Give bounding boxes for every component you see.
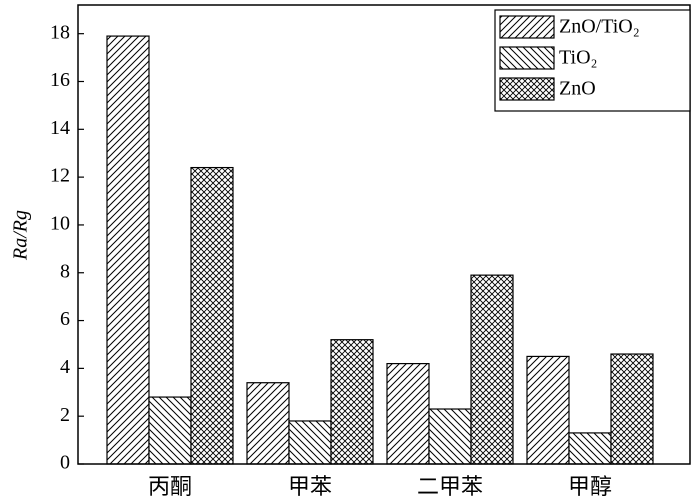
y-tick-label: 12 [50, 165, 70, 187]
bar [246, 382, 290, 465]
x-tick-label: 甲醇 [568, 475, 612, 500]
legend-swatch [499, 15, 555, 39]
legend-label: TiO₂ [559, 47, 598, 69]
y-tick-label: 4 [60, 356, 70, 378]
legend-label: ZnO [559, 78, 596, 100]
bar [610, 353, 654, 465]
bar [386, 362, 430, 465]
y-tick-label: 6 [60, 308, 70, 330]
x-tick-label: 丙酮 [148, 475, 192, 500]
bar [470, 274, 514, 465]
y-tick-label: 18 [50, 21, 70, 43]
plot-frame [77, 4, 691, 465]
bar [148, 396, 192, 465]
bar [568, 432, 612, 465]
bar [288, 420, 332, 465]
bar [330, 339, 374, 465]
legend-label: ZnO/TiO₂ [559, 16, 640, 38]
y-tick-label: 16 [50, 69, 70, 91]
y-tick-label: 2 [60, 404, 70, 426]
y-tick-label: 14 [50, 117, 70, 139]
bar [190, 166, 234, 465]
y-tick-label: 10 [50, 213, 70, 235]
y-axis-label: Ra/Rg [10, 210, 32, 261]
bar [526, 355, 570, 465]
x-tick-label: 二甲苯 [417, 475, 483, 500]
legend-swatch [499, 77, 555, 101]
bar [106, 35, 150, 465]
y-tick-label: 0 [60, 452, 70, 474]
legend-swatch [499, 46, 555, 70]
x-tick-label: 甲苯 [288, 475, 332, 500]
y-tick-label: 8 [60, 260, 70, 282]
bar [428, 408, 472, 465]
